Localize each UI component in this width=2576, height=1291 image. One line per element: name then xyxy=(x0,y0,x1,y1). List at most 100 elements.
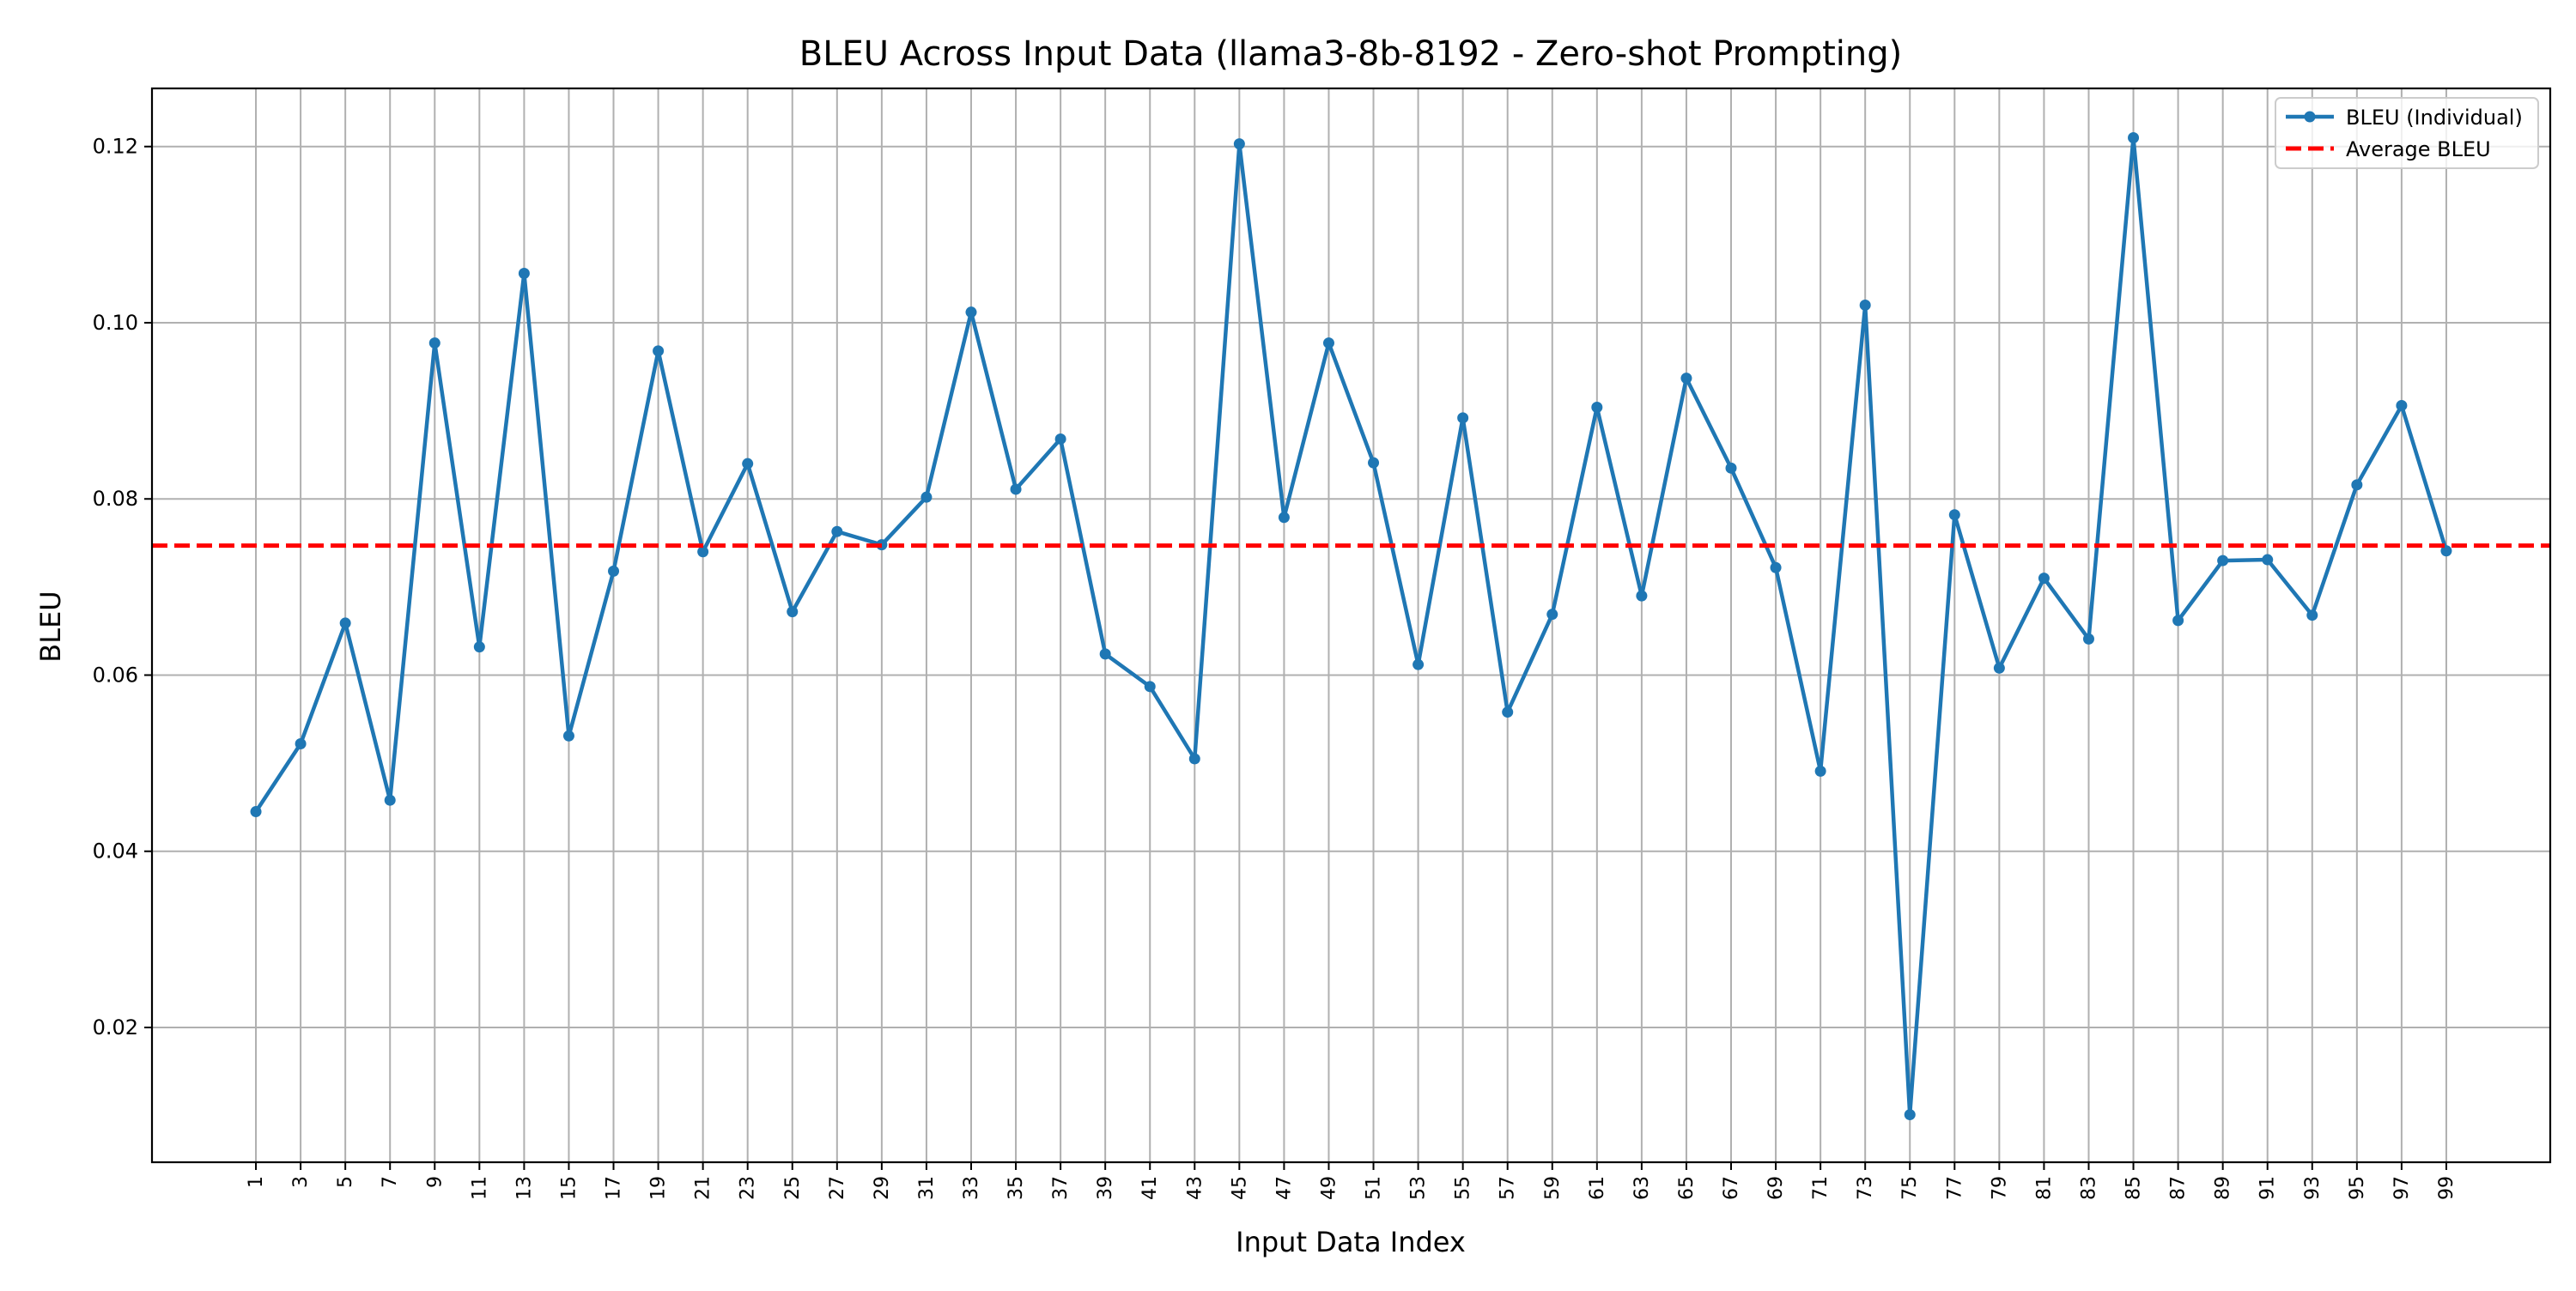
data-point xyxy=(742,458,754,470)
data-point xyxy=(1099,648,1111,660)
data-point xyxy=(1502,706,1514,718)
data-point xyxy=(1368,457,1380,469)
x-tick-label: 99 xyxy=(2436,1176,2458,1200)
x-tick-label: 49 xyxy=(1318,1176,1340,1200)
data-point xyxy=(2128,131,2140,143)
data-point xyxy=(2262,554,2274,566)
x-tick-label: 35 xyxy=(1005,1176,1027,1200)
data-point xyxy=(831,525,843,537)
x-tick-label: 61 xyxy=(1587,1176,1608,1200)
x-tick-label: 95 xyxy=(2347,1176,2368,1200)
x-tick-label: 73 xyxy=(1855,1176,1876,1200)
data-point xyxy=(384,794,396,806)
x-tick-label: 37 xyxy=(1050,1176,1072,1200)
x-tick-label: 65 xyxy=(1676,1176,1698,1200)
x-tick-label: 21 xyxy=(693,1176,714,1200)
data-point xyxy=(2038,573,2050,585)
x-tick-label: 63 xyxy=(1631,1176,1653,1200)
x-tick-label: 9 xyxy=(424,1176,446,1188)
data-point xyxy=(653,345,665,357)
x-tick-label: 93 xyxy=(2302,1176,2324,1200)
data-point xyxy=(1144,681,1156,693)
series-line-bleu-individual xyxy=(254,136,2449,1117)
x-tick-label: 69 xyxy=(1765,1176,1787,1200)
x-tick-label: 59 xyxy=(1542,1176,1564,1200)
x-tick-label: 75 xyxy=(1899,1176,1921,1200)
x-tick-label: 29 xyxy=(872,1176,893,1200)
data-point xyxy=(1413,658,1425,670)
data-point xyxy=(965,306,977,318)
x-tick-label: 79 xyxy=(1989,1176,2010,1200)
x-tick-label: 45 xyxy=(1229,1176,1250,1200)
y-axis-label: BLEU xyxy=(34,591,67,662)
x-tick-label: 23 xyxy=(738,1176,759,1200)
x-tick-label: 47 xyxy=(1273,1176,1295,1200)
data-point xyxy=(250,806,262,818)
x-tick-label: 81 xyxy=(2033,1176,2055,1200)
data-point xyxy=(1904,1109,1916,1121)
data-point xyxy=(2172,615,2184,627)
x-tick-label: 13 xyxy=(513,1176,535,1200)
x-tick-label: 15 xyxy=(558,1176,580,1200)
x-tick-label: 31 xyxy=(916,1176,938,1200)
data-point xyxy=(1322,337,1334,349)
x-tick-label: 67 xyxy=(1721,1176,1742,1200)
x-tick-label: 71 xyxy=(1810,1176,1832,1200)
data-point xyxy=(787,606,799,618)
data-point xyxy=(1814,765,1826,777)
x-tick-label: 27 xyxy=(827,1176,848,1200)
x-tick-label: 5 xyxy=(335,1176,356,1188)
x-tick-label: 39 xyxy=(1095,1176,1116,1200)
data-point xyxy=(1770,561,1782,573)
grid xyxy=(152,88,2550,1162)
data-point xyxy=(295,738,307,750)
y-tick-label: 0.10 xyxy=(93,311,138,335)
data-point xyxy=(1948,509,1960,521)
x-tick-label: 3 xyxy=(290,1176,312,1188)
x-tick-label: 87 xyxy=(2168,1176,2190,1200)
y-tick-label: 0.04 xyxy=(93,839,138,864)
x-tick-label: 33 xyxy=(961,1176,982,1200)
x-tick-label: 43 xyxy=(1184,1176,1206,1200)
x-tick-label: 85 xyxy=(2123,1176,2145,1200)
y-tick-label: 0.06 xyxy=(93,663,138,687)
data-point xyxy=(1680,373,1692,385)
series xyxy=(152,131,2550,1121)
data-point xyxy=(1457,412,1469,424)
x-tick-label: 51 xyxy=(1364,1176,1385,1200)
chart-title: BLEU Across Input Data (llama3-8b-8192 -… xyxy=(799,34,1902,74)
x-tick-label: 19 xyxy=(648,1176,670,1200)
legend-box xyxy=(2275,97,2539,169)
data-point xyxy=(1188,753,1200,765)
data-point xyxy=(1546,609,1558,621)
data-point xyxy=(608,565,620,577)
x-tick-label: 91 xyxy=(2257,1176,2279,1200)
legend-label-individual: BLEU (Individual) xyxy=(2346,106,2523,130)
data-point xyxy=(1636,590,1648,602)
data-point xyxy=(2351,479,2363,491)
legend: BLEU (Individual) Average BLEU xyxy=(2275,97,2539,169)
data-point xyxy=(2440,545,2452,557)
data-point xyxy=(1725,462,1737,474)
x-tick-label: 57 xyxy=(1498,1176,1519,1200)
data-point xyxy=(920,491,933,503)
x-tick-label: 41 xyxy=(1139,1176,1161,1200)
data-point xyxy=(1010,483,1022,495)
data-point xyxy=(339,617,351,629)
data-point xyxy=(562,730,574,742)
data-point xyxy=(1233,138,1245,150)
x-tick-label: 83 xyxy=(2078,1176,2099,1200)
x-tick-label: 1 xyxy=(246,1176,267,1188)
x-tick-label: 89 xyxy=(2213,1176,2234,1200)
legend-marker-individual xyxy=(2304,111,2316,123)
data-point xyxy=(1278,512,1290,524)
data-point xyxy=(2217,555,2229,567)
y-tick-label: 0.02 xyxy=(93,1015,138,1039)
x-axis-label: Input Data Index xyxy=(1236,1226,1466,1258)
data-point xyxy=(2306,609,2318,621)
x-tick-label: 53 xyxy=(1408,1176,1430,1200)
data-point xyxy=(1054,433,1066,445)
data-point xyxy=(1591,402,1603,414)
